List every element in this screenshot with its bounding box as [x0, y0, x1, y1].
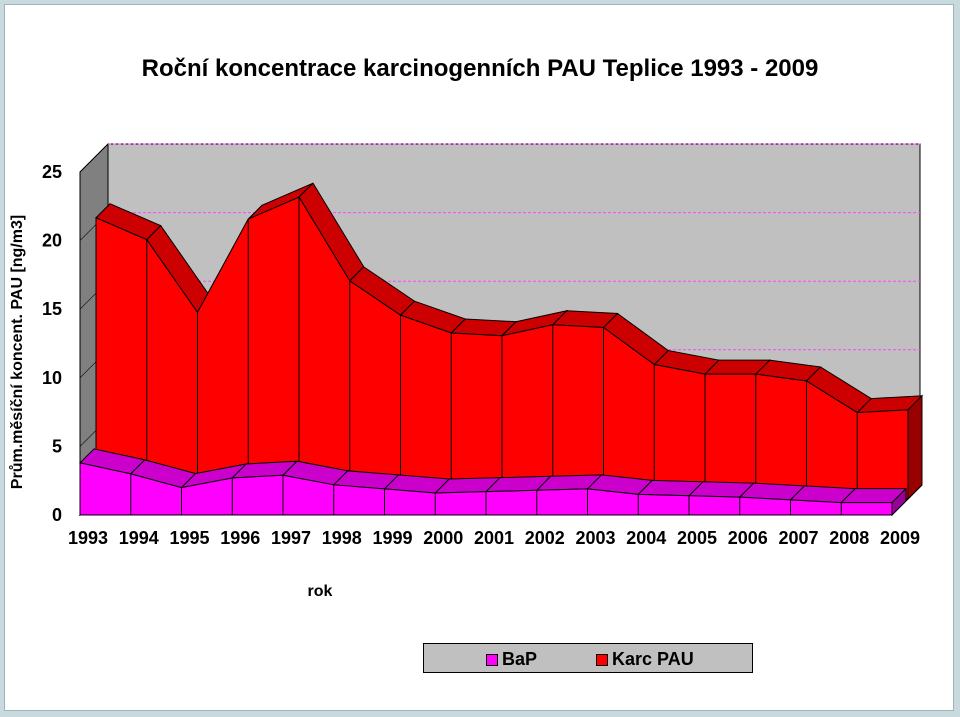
x-tick-label-2004: 2004: [626, 528, 666, 548]
series-karc-pau-point-1998: [349, 280, 351, 282]
series-bap-point-2004: [637, 493, 639, 495]
series-karc-pau-point-1997: [298, 196, 300, 198]
x-tick-label-1993: 1993: [68, 528, 108, 548]
series-bap-point-1998: [333, 484, 335, 486]
series-karc-pau: [95, 182, 924, 501]
x-tick-label-2007: 2007: [778, 528, 818, 548]
legend-label-karc-pau: Karc PAU: [612, 649, 694, 669]
series-bap-point-2003: [587, 488, 588, 490]
x-tick-label-1994: 1994: [119, 528, 159, 548]
x-tick-label-1996: 1996: [220, 528, 260, 548]
series-karc-pau-point-2003: [603, 327, 604, 328]
x-tick-label-1997: 1997: [271, 528, 311, 548]
y-tick-label-20: 20: [42, 231, 62, 251]
x-tick-label-2003: 2003: [575, 528, 615, 548]
series-bap-point-2009: [891, 502, 893, 504]
series-bap-point-2005: [688, 495, 690, 497]
y-axis-label: Prům.měsíční koncent. PAU [ng/m3]: [9, 215, 26, 489]
series-bap-point-2000: [434, 492, 436, 494]
series-karc-pau-point-1996: [247, 218, 249, 220]
legend-swatch-bap: [486, 653, 498, 666]
y-tick-label-5: 5: [52, 436, 62, 456]
series-bap-point-2002: [536, 489, 538, 491]
legend: BaP Karc PAU: [423, 643, 753, 673]
x-tick-label-1998: 1998: [322, 528, 362, 548]
series-karc-pau-point-2002: [552, 324, 554, 326]
series-bap-point-2007: [790, 499, 791, 501]
legend-item-bap: BaP: [486, 649, 537, 670]
chart-title: Roční koncentrace karcinogenních PAU Tep…: [141, 55, 819, 82]
series-karc-pau-point-2008: [856, 412, 858, 414]
x-tick-label-2009: 2009: [880, 528, 920, 548]
y-tick-label-25: 25: [42, 162, 62, 182]
x-tick-label-1995: 1995: [169, 528, 209, 548]
y-tick-label-15: 15: [42, 299, 62, 319]
x-tick-label-1999: 1999: [372, 528, 412, 548]
x-tick-label-2000: 2000: [423, 528, 463, 548]
x-tick-label-2001: 2001: [474, 528, 514, 548]
series-bap-point-2006: [739, 496, 741, 498]
series-bap-point-1995: [181, 487, 182, 489]
series-bap-point-1993: [79, 462, 81, 464]
series-karc-pau-point-1999: [400, 314, 401, 316]
series-bap-point-2001: [485, 491, 487, 493]
series-karc-pau-point-1994: [146, 239, 148, 241]
series-bap-point-1996: [231, 477, 233, 479]
series-bap-point-1997: [282, 474, 284, 476]
x-tick-label-2008: 2008: [829, 528, 869, 548]
series-karc-pau-point-1995: [197, 311, 198, 313]
series-karc-pau-end: [907, 394, 923, 501]
series-karc-pau-point-2009: [907, 409, 909, 411]
series-karc-pau-point-2007: [806, 380, 807, 382]
series-bap-point-1994: [130, 473, 132, 475]
series-karc-pau-point-2000: [450, 332, 452, 334]
series-karc-pau-point-2005: [704, 373, 706, 375]
y-tick-label-0: 0: [52, 505, 62, 525]
x-tick-label-2005: 2005: [677, 528, 717, 548]
legend-label-bap: BaP: [502, 649, 538, 669]
x-axis-label: rok: [308, 583, 333, 600]
x-tick-label-2006: 2006: [728, 528, 768, 548]
series-karc-pau-point-2006: [755, 373, 757, 375]
legend-item-karc-pau: Karc PAU: [596, 649, 694, 670]
series-karc-pau-point-2001: [501, 335, 503, 337]
y-tick-label-10: 10: [42, 368, 62, 388]
series-bap-point-2008: [840, 502, 842, 504]
legend-swatch-karc-pau: [596, 653, 608, 666]
x-tick-label-2002: 2002: [525, 528, 565, 548]
series-karc-pau-point-1993: [95, 217, 97, 219]
series-bap-point-1999: [384, 488, 385, 490]
series-bap: [78, 448, 908, 517]
series-karc-pau-point-2004: [653, 364, 655, 366]
gridline-side-25: [79, 143, 109, 173]
